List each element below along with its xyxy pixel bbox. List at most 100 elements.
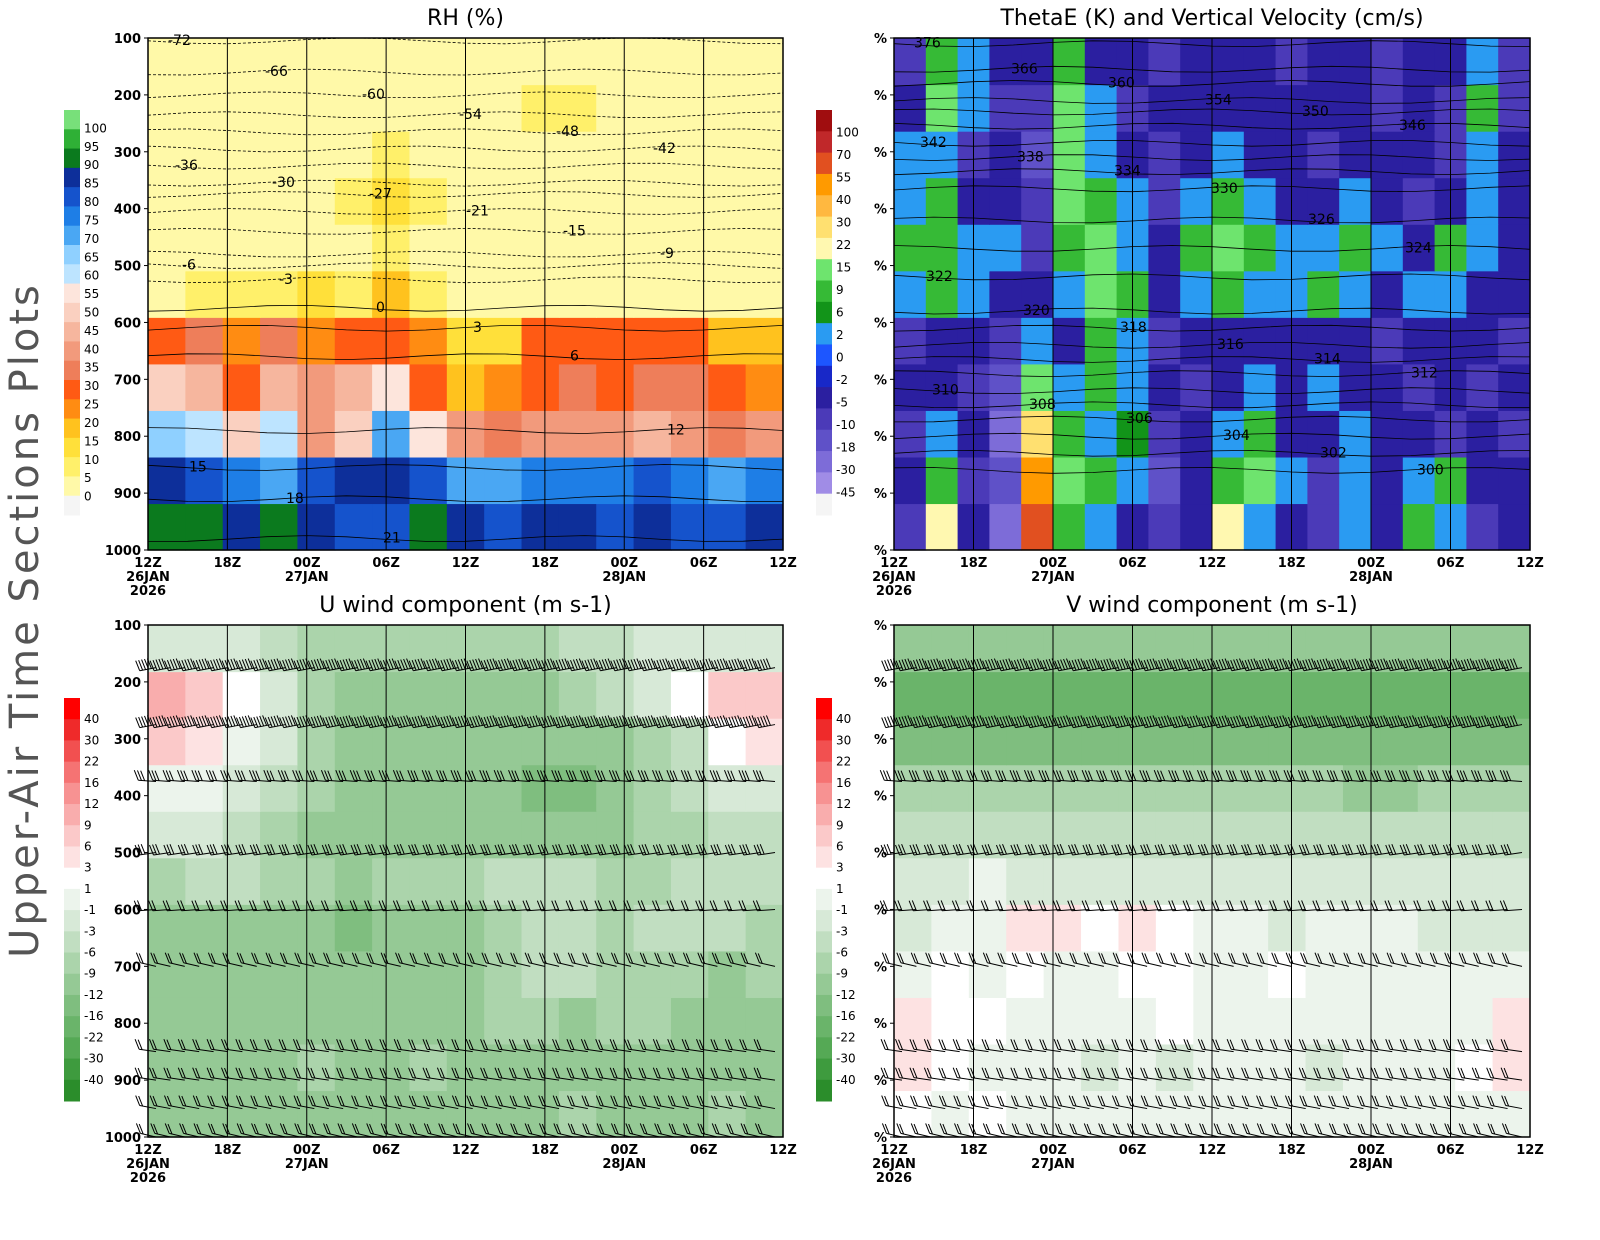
time-tick-label: 18Z: [214, 1143, 242, 1158]
colorbar-label: -12: [836, 988, 856, 1002]
heat-cell: [297, 178, 335, 225]
heat-cell: [148, 672, 186, 719]
date-label: 26JAN: [872, 1157, 916, 1172]
colorbar-swatch: [816, 366, 832, 388]
colorbar-swatch: [64, 762, 80, 784]
colorbar-swatch: [64, 783, 80, 805]
colorbar-swatch: [64, 1059, 80, 1081]
contour-label: 302: [1320, 445, 1347, 461]
heat-cell: [223, 131, 261, 178]
heat-cell: [185, 410, 223, 457]
chart-title: RH (%): [427, 6, 504, 31]
time-tick-label: 06Z: [372, 1143, 400, 1158]
date-label: 28JAN: [1349, 1157, 1393, 1172]
heat-cell: [260, 503, 298, 550]
colorbar-label: 6: [836, 306, 844, 320]
colorbar-swatch: [64, 380, 80, 400]
heat-cell: [708, 904, 746, 951]
heat-cell: [335, 38, 373, 85]
colorbar-label: 9: [84, 818, 92, 832]
heat-cell: [223, 410, 261, 457]
heat-cell: [708, 317, 746, 364]
colorbar-label: 16: [836, 776, 851, 790]
colorbar-swatch: [816, 1080, 832, 1102]
heat-cell: [1053, 224, 1085, 271]
colorbar-swatch: [816, 868, 832, 890]
heat-cell: [746, 765, 784, 812]
pressure-tick-label: 400: [114, 790, 141, 805]
contour-label: -15: [563, 223, 586, 239]
heat-cell: [297, 317, 335, 364]
heat-cell: [634, 178, 672, 225]
colorbar-label: 95: [84, 140, 99, 154]
heat-cell: [1455, 811, 1493, 858]
heat-cell: [1244, 85, 1276, 132]
heat-cell: [409, 503, 447, 550]
heat-cell: [931, 1090, 969, 1137]
heat-cell: [148, 858, 186, 905]
pressure-tick-label: 600: [114, 903, 141, 918]
date-label: 27JAN: [285, 1157, 329, 1172]
heat-cell: [148, 997, 186, 1044]
heat-cell: [1380, 1090, 1418, 1137]
date-label: 27JAN: [1031, 1157, 1075, 1172]
heat-cell: [522, 131, 560, 178]
heat-cell: [522, 178, 560, 225]
pressure-tick-label: %: [874, 676, 887, 691]
colorbar-label: 22: [84, 755, 99, 769]
colorbar-swatch: [816, 783, 832, 805]
colorbar-label: 40: [836, 712, 851, 726]
heat-cell: [1044, 672, 1082, 719]
heat-cell: [708, 997, 746, 1044]
heat-cell: [708, 131, 746, 178]
heat-cell: [409, 85, 447, 132]
colorbar-swatch: [816, 995, 832, 1017]
colorbar-swatch: [816, 846, 832, 868]
heat-cell: [1053, 271, 1085, 318]
time-tick-label: 00Z: [610, 1143, 638, 1158]
colorbar-label: 50: [84, 306, 99, 320]
heat-cell: [148, 503, 186, 550]
date-label: 26JAN: [126, 570, 170, 585]
heat-cell: [1148, 38, 1180, 85]
heat-cell: [1053, 317, 1085, 364]
colorbar-swatch: [816, 910, 832, 932]
heat-cell: [223, 317, 261, 364]
colorbar-label: 2: [836, 328, 844, 342]
time-tick-label: 00Z: [1039, 1143, 1067, 1158]
date-label: 28JAN: [602, 570, 646, 585]
heat-cell: [746, 271, 784, 318]
colorbar-label: 16: [84, 776, 99, 790]
colorbar-label: -40: [84, 1073, 104, 1087]
colorbar-label: 70: [84, 232, 99, 246]
heat-cell: [634, 718, 672, 765]
heat-cell: [931, 672, 969, 719]
heat-cell: [634, 811, 672, 858]
heat-cell: [931, 765, 969, 812]
heat-cell: [1306, 1044, 1344, 1091]
heat-cell: [223, 271, 261, 318]
heat-cell: [185, 178, 223, 225]
time-tick-label: 18Z: [1278, 556, 1306, 571]
contour-label: 12: [667, 423, 685, 439]
heat-cell: [223, 503, 261, 550]
heat-cell: [1053, 457, 1085, 504]
colorbar-swatch: [816, 804, 832, 826]
heat-cell: [1371, 364, 1403, 411]
colorbar-swatch: [64, 264, 80, 284]
time-tick-label: 12Z: [1198, 556, 1226, 571]
pressure-tick-label: 600: [114, 316, 141, 331]
colorbar-swatch: [64, 457, 80, 477]
heat-cell: [1307, 38, 1339, 85]
heat-cell: [989, 224, 1021, 271]
heat-cell: [1118, 1090, 1156, 1137]
heat-cell: [708, 503, 746, 550]
colorbar-label: 100: [84, 121, 107, 135]
heat-cell: [297, 1044, 335, 1091]
colorbar-label: 30: [836, 733, 851, 747]
pressure-tick-label: 900: [114, 487, 141, 502]
heat-cell: [148, 364, 186, 411]
heat-cell: [484, 38, 522, 85]
heat-cell: [1231, 765, 1269, 812]
